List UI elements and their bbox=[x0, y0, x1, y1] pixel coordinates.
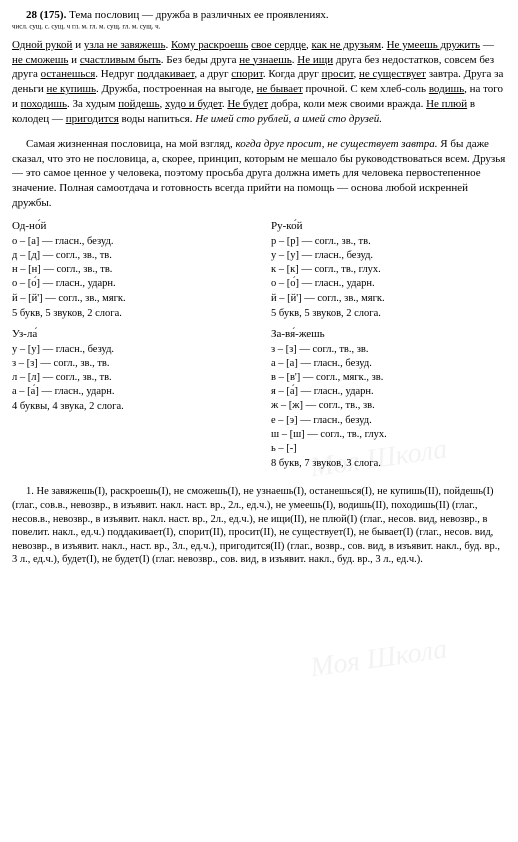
phon-summary: 8 букв, 7 звуков, 3 слога. bbox=[271, 457, 506, 471]
annotation-top: числ. сущ. с. сущ. ч гл. м. гл. м. сущ. … bbox=[12, 22, 160, 30]
word-title: Уз-ла́ bbox=[12, 327, 247, 342]
phon-line: о – [а] — гласн., безуд. bbox=[12, 235, 247, 249]
word-title: Ру-ко́й bbox=[271, 219, 506, 234]
phon-line: з – [з] — согл., тв., зв. bbox=[271, 343, 506, 357]
commentary-paragraph: Самая жизненная пословица, на мой взгляд… bbox=[12, 137, 506, 211]
phon-line: е – [э] — гласн., безуд. bbox=[271, 414, 506, 428]
phon-line: ш – [ш] — согл., тв., глух. bbox=[271, 428, 506, 442]
phon-line: ж – [ж] — согл., тв., зв. bbox=[271, 399, 506, 413]
phon-line: я – [а́] — гласн., ударн. bbox=[271, 385, 506, 399]
phon-line: о – [о́] — гласн., ударн. bbox=[271, 277, 506, 291]
phon-line: о – [о́] — гласн., ударн. bbox=[12, 277, 247, 291]
task-theme: Тема пословиц — дружба в различных ее пр… bbox=[69, 9, 329, 21]
phon-line: н – [н] — согл., зв., тв. bbox=[12, 263, 247, 277]
word-title: Од-но́й bbox=[12, 219, 247, 234]
phon-lines: о – [а] — гласн., безуд.д – [д] — согл.,… bbox=[12, 235, 247, 306]
phon-summary: 5 букв, 5 звуков, 2 слога. bbox=[12, 307, 247, 321]
phon-line: з – [з] — согл., зв., тв. bbox=[12, 357, 247, 371]
watermark: Моя Школа bbox=[308, 631, 450, 688]
phon-line: а – [а́] — гласн., ударн. bbox=[12, 385, 247, 399]
phon-lines: з – [з] — согл., тв., зв.а – [а] — гласн… bbox=[271, 343, 506, 456]
phon-summary: 5 букв, 5 звуков, 2 слога. bbox=[271, 307, 506, 321]
phon-line: к – [к] — согл., тв., глух. bbox=[271, 263, 506, 277]
phon-line: у – [у] — гласн., безуд. bbox=[12, 343, 247, 357]
phon-lines: р – [р] — согл., зв., тв.у – [у] — гласн… bbox=[271, 235, 506, 306]
phon-line: у – [у] — гласн., безуд. bbox=[271, 249, 506, 263]
phon-line: а – [а] — гласн., безуд. bbox=[271, 357, 506, 371]
phon-line: д – [д] — согл., зв., тв. bbox=[12, 249, 247, 263]
phon-lines: у – [у] — гласн., безуд.з – [з] — согл.,… bbox=[12, 343, 247, 400]
paragraph-main: 28 (175). Тема пословиц — дружба в разли… bbox=[12, 8, 506, 127]
phon-line: л – [л] — согл., зв., тв. bbox=[12, 371, 247, 385]
proverbs-text: Одной рукой и узла не завяжешь. Кому рас… bbox=[12, 39, 503, 125]
phonetic-columns: Од-но́й о – [а] — гласн., безуд.д – [д] … bbox=[12, 219, 506, 477]
phon-line: й – [й'] — согл., зв., мягк. bbox=[271, 292, 506, 306]
phon-summary: 4 буквы, 4 звука, 2 слога. bbox=[12, 400, 247, 414]
phon-line: ь – [-] bbox=[271, 442, 506, 456]
task-number: 28 (175). bbox=[26, 9, 66, 21]
phon-line: р – [р] — согл., зв., тв. bbox=[271, 235, 506, 249]
phonetic-col-right: Ру-ко́й р – [р] — согл., зв., тв.у – [у]… bbox=[271, 219, 506, 477]
phon-line: й – [й'] — согл., зв., мягк. bbox=[12, 292, 247, 306]
phon-line: в – [в'] — согл., мягк., зв. bbox=[271, 371, 506, 385]
morphology-paragraph: 1. Не завяжешь(I), раскроешь(I), не смож… bbox=[12, 485, 506, 567]
phonetic-col-left: Од-но́й о – [а] — гласн., безуд.д – [д] … bbox=[12, 219, 247, 477]
word-title: За-вя́-жешь bbox=[271, 327, 506, 342]
